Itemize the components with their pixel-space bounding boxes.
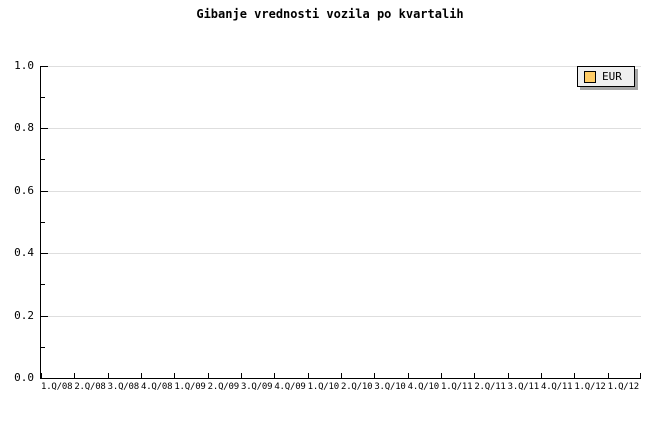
x-tick [508,373,509,378]
x-tick [341,373,342,378]
x-tick [74,373,75,378]
y-tick-label: 0.0 [14,371,34,384]
x-tick [141,373,142,378]
y-minor-tick [41,222,45,223]
x-tick-label: 2.Q/08 [74,382,106,392]
legend-swatch-eur [584,70,596,83]
y-tick-label: 0.2 [14,309,34,322]
plot-area [40,66,641,379]
gridline [41,191,641,192]
y-tick-label: 0.8 [14,121,34,134]
x-tick-label: 3.Q/11 [507,382,540,392]
x-tick-label: 2.Q/10 [341,382,373,392]
x-tick-label: 4.Q/11 [541,382,573,392]
x-tick [541,373,542,378]
x-tick [608,373,609,378]
x-tick-label: 1.Q/09 [174,382,206,392]
x-tick-label: 2.Q/11 [474,382,506,392]
x-tick [474,373,475,378]
x-tick [108,373,109,378]
x-tick [374,373,375,378]
x-tick [241,373,242,378]
gridline [41,253,641,254]
y-minor-tick [41,284,45,285]
y-minor-tick [41,347,45,348]
x-tick [274,373,275,378]
y-major-tick [41,128,48,129]
gridline [41,316,641,317]
y-tick-label: 0.6 [14,184,34,197]
x-tick-label: 3.Q/09 [241,382,273,392]
x-tick-label: 4.Q/09 [274,382,306,392]
x-tick [174,373,175,378]
x-tick [574,373,575,378]
x-tick [408,373,409,378]
y-minor-tick [41,97,45,98]
x-tick-label: 1.Q/08 [41,382,73,392]
gridline [41,128,641,129]
x-tick [308,373,309,378]
x-tick-label: 3.Q/08 [107,382,140,392]
x-tick-label: 4.Q/10 [407,382,440,392]
x-tick-label: 1.Q/11 [441,382,473,392]
legend-label-eur: EUR [602,70,622,83]
x-tick [208,373,209,378]
chart-title: Gibanje vrednosti vozila po kvartalih [196,7,464,21]
y-tick-label: 0.4 [14,246,34,259]
y-minor-tick [41,159,45,160]
x-tick [640,373,641,378]
y-major-tick [41,66,48,67]
y-tick-label: 1.0 [14,59,34,72]
x-tick [441,373,442,378]
x-tick-label: 1.Q/12 [574,382,606,392]
gridline [41,66,641,67]
y-major-tick [41,316,48,317]
x-tick-label: 2.Q/09 [207,382,240,392]
legend: EUR [577,66,635,87]
x-tick-label: 1.Q/10 [307,382,340,392]
x-tick-label: 3.Q/10 [374,382,406,392]
y-major-tick [41,191,48,192]
x-tick [41,373,42,378]
x-tick-label: 4.Q/08 [141,382,173,392]
y-major-tick [41,253,48,254]
x-tick-label: 1.Q/12 [607,382,640,392]
